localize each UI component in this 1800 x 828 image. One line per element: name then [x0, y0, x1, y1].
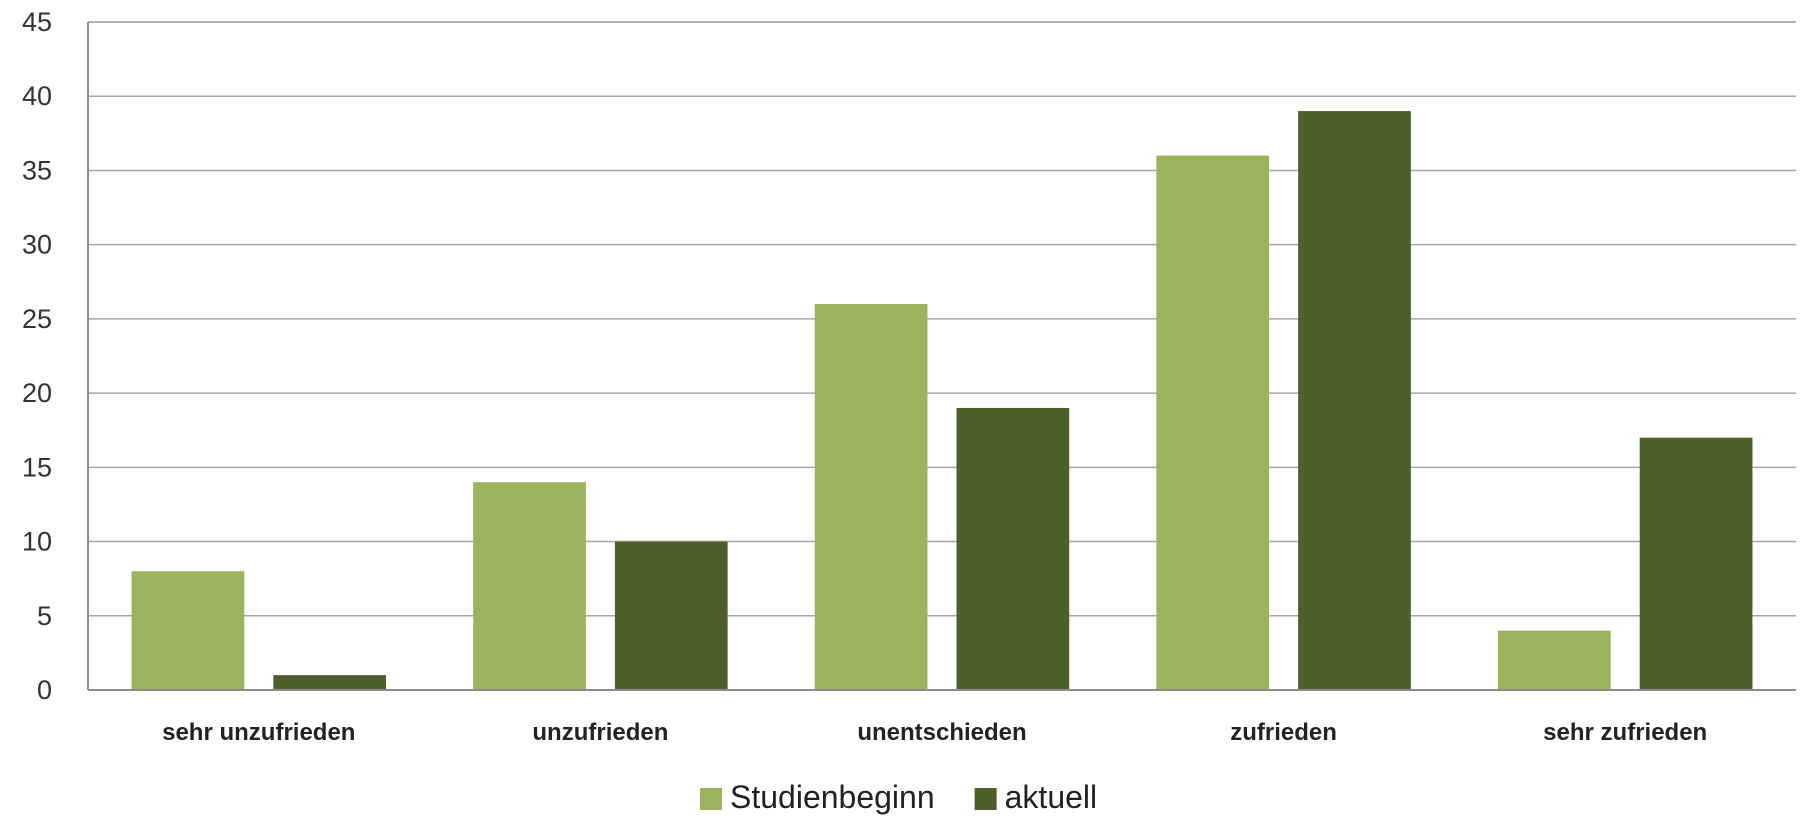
gridlines [88, 21, 1796, 617]
y-tick-label: 40 [22, 81, 52, 111]
y-tick-label: 0 [37, 675, 52, 705]
legend-label: aktuell [1005, 779, 1098, 815]
bar-studienbeginn-3 [1156, 155, 1270, 691]
y-axis-ticks: 0 5 10 15 20 25 30 35 40 45 [22, 7, 52, 705]
bar-aktuell-0 [273, 675, 387, 690]
bar-aktuell-1 [614, 541, 728, 690]
bar-aktuell-2 [956, 407, 1070, 690]
x-axis-labels: sehr unzufrieden unzufrieden unentschieden… [162, 719, 1707, 746]
y-tick-label: 25 [22, 304, 52, 334]
bar-studienbeginn-2 [814, 304, 928, 690]
legend-swatch [700, 788, 722, 810]
x-category-label: unzufrieden [532, 719, 668, 746]
y-tick-label: 45 [22, 7, 52, 37]
bar-studienbeginn-1 [473, 482, 586, 690]
y-tick-label: 5 [37, 601, 52, 631]
y-tick-label: 15 [22, 452, 52, 482]
x-category-label: sehr unzufrieden [162, 719, 355, 746]
y-tick-label: 20 [22, 378, 52, 408]
y-tick-label: 30 [22, 230, 52, 260]
x-category-label: unentschieden [857, 719, 1026, 746]
legend: Studienbeginn aktuell [700, 779, 1097, 815]
axes [87, 22, 1796, 691]
bar-studienbeginn-0 [131, 571, 245, 690]
y-tick-label: 10 [22, 527, 52, 557]
y-tick-label: 35 [22, 155, 52, 185]
x-category-label: zufrieden [1230, 719, 1337, 746]
bar-studienbeginn-4 [1497, 630, 1611, 690]
bars [131, 111, 1753, 691]
legend-label: Studienbeginn [730, 779, 935, 815]
bar-aktuell-3 [1298, 111, 1411, 691]
x-category-label: sehr zufrieden [1543, 719, 1707, 746]
legend-swatch [974, 788, 997, 810]
bar-aktuell-4 [1639, 437, 1753, 690]
